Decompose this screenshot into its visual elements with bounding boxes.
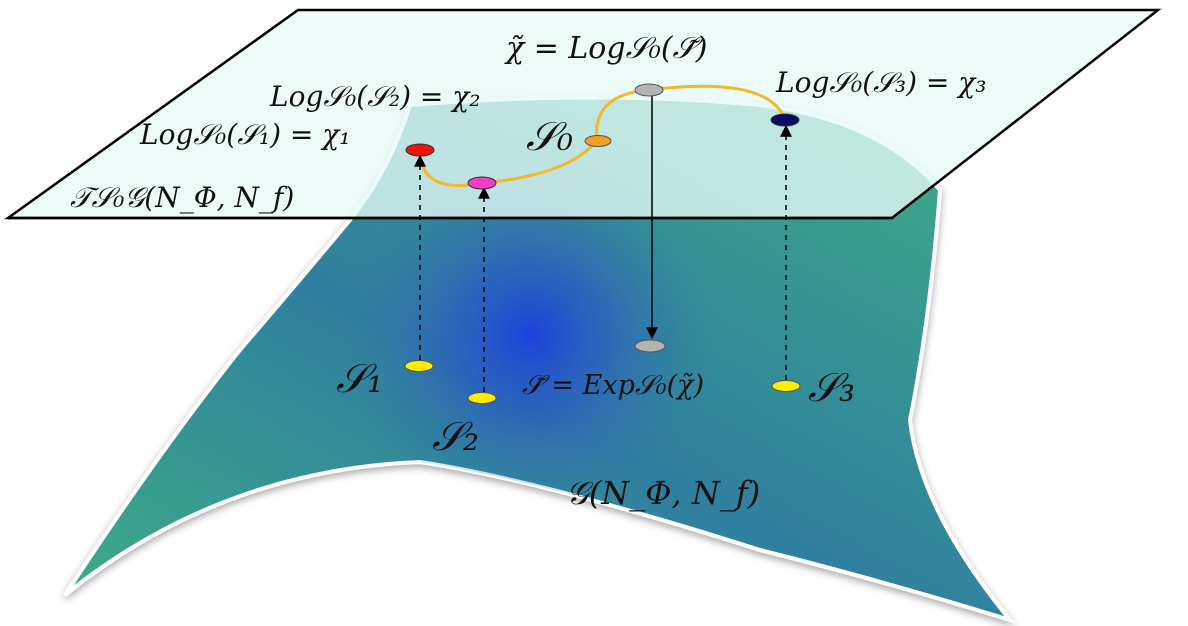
s-tilde-label: 𝒮̃ = Exp𝒮₀(χ̃) xyxy=(522,370,704,401)
s3-label: 𝒮₃ xyxy=(808,365,855,411)
chi3-point xyxy=(770,113,800,127)
chi-tilde-label: χ̃ = Log𝒮₀(𝒮̃) xyxy=(504,31,707,66)
log-s1-label: Log𝒮₀(𝒮₁) = χ₁ xyxy=(139,118,350,151)
s2-label: 𝒮₂ xyxy=(432,414,479,460)
log-s2-label: Log𝒮₀(𝒮₂) = χ₂ xyxy=(269,80,480,113)
log-s3-label: Log𝒮₀(𝒮₃) = χ₃ xyxy=(775,66,986,99)
tangent-space-label: 𝒯𝒮₀𝒢(N_Φ, N_f) xyxy=(70,181,294,214)
chi1-point xyxy=(405,143,435,157)
s2-point xyxy=(467,392,497,404)
s3-point xyxy=(771,380,801,392)
manifold-label: 𝒢(N_Φ, N_f) xyxy=(566,474,760,512)
s0-label: 𝒮₀ xyxy=(526,114,573,160)
s-tilde-point xyxy=(634,339,666,353)
s1-point xyxy=(404,360,434,372)
s0-point xyxy=(584,135,612,147)
chi-tilde-point xyxy=(634,83,664,97)
chi2-point xyxy=(467,176,497,190)
projection-lines xyxy=(414,95,792,392)
s1-label: 𝒮₁ xyxy=(336,356,383,402)
